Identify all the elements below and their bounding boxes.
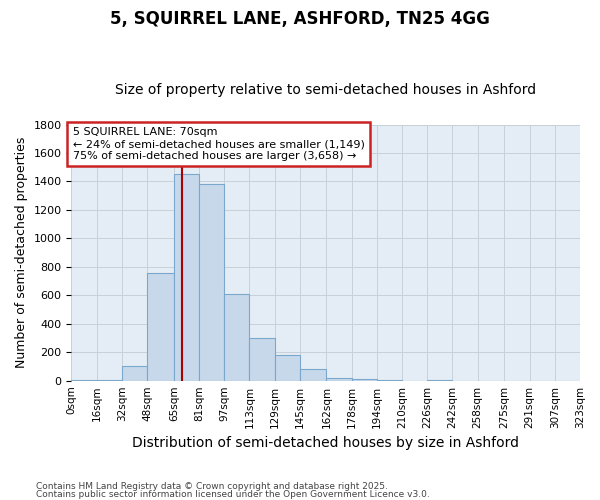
X-axis label: Distribution of semi-detached houses by size in Ashford: Distribution of semi-detached houses by …: [132, 436, 519, 450]
Bar: [147, 272, 174, 380]
Bar: [326, 378, 352, 380]
Bar: [250, 338, 275, 380]
Bar: [275, 355, 300, 380]
Text: 5, SQUIRREL LANE, ASHFORD, TN25 4GG: 5, SQUIRREL LANE, ASHFORD, TN25 4GG: [110, 10, 490, 28]
Title: Size of property relative to semi-detached houses in Ashford: Size of property relative to semi-detach…: [115, 83, 536, 97]
Bar: [300, 368, 326, 380]
Text: 5 SQUIRREL LANE: 70sqm
← 24% of semi-detached houses are smaller (1,149)
75% of : 5 SQUIRREL LANE: 70sqm ← 24% of semi-det…: [73, 128, 365, 160]
Bar: [122, 366, 147, 380]
Bar: [174, 174, 199, 380]
Bar: [224, 294, 250, 380]
Text: Contains public sector information licensed under the Open Government Licence v3: Contains public sector information licen…: [36, 490, 430, 499]
Y-axis label: Number of semi-detached properties: Number of semi-detached properties: [15, 137, 28, 368]
Text: Contains HM Land Registry data © Crown copyright and database right 2025.: Contains HM Land Registry data © Crown c…: [36, 482, 388, 491]
Bar: [199, 184, 224, 380]
